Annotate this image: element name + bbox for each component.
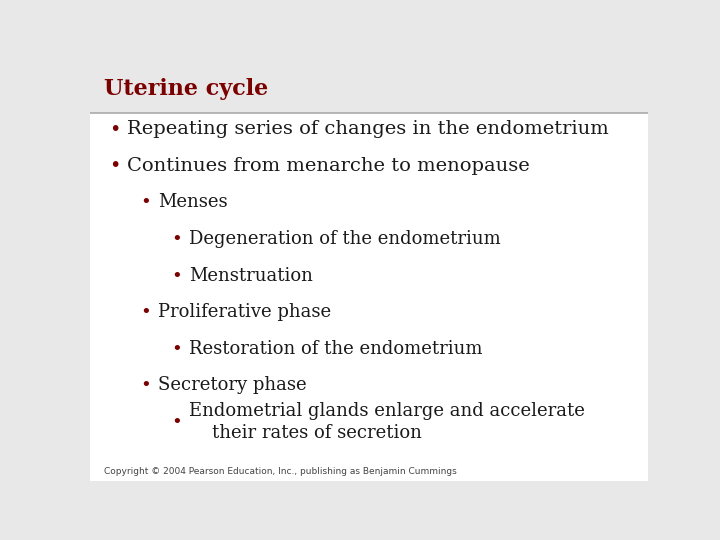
Text: Copyright © 2004 Pearson Education, Inc., publishing as Benjamin Cummings: Copyright © 2004 Pearson Education, Inc.… [104,467,456,476]
Text: •: • [140,376,151,394]
Text: Uterine cycle: Uterine cycle [104,78,268,100]
Text: Repeating series of changes in the endometrium: Repeating series of changes in the endom… [127,120,609,138]
Text: Menses: Menses [158,193,228,212]
Text: Endometrial glands enlarge and accelerate
    their rates of secretion: Endometrial glands enlarge and accelerat… [189,402,585,442]
Bar [90,65,648,113]
Text: Continues from menarche to menopause: Continues from menarche to menopause [127,157,530,175]
Text: •: • [109,157,121,176]
Text: Menstruation: Menstruation [189,267,312,285]
Text: •: • [171,230,181,248]
Text: •: • [140,303,151,321]
Text: •: • [171,340,181,358]
Text: •: • [171,267,181,285]
Text: •: • [140,193,151,212]
Text: •: • [171,413,181,431]
Text: Secretory phase: Secretory phase [158,376,307,394]
Text: Degeneration of the endometrium: Degeneration of the endometrium [189,230,500,248]
Text: Proliferative phase: Proliferative phase [158,303,331,321]
Text: Restoration of the endometrium: Restoration of the endometrium [189,340,482,358]
Bar [90,113,648,481]
Text: •: • [109,120,121,139]
